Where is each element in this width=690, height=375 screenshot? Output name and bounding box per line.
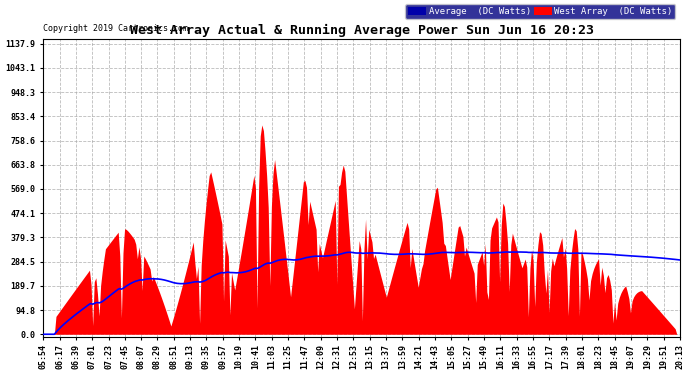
Title: West Array Actual & Running Average Power Sun Jun 16 20:23: West Array Actual & Running Average Powe… (130, 24, 593, 38)
Legend: Average  (DC Watts), West Array  (DC Watts): Average (DC Watts), West Array (DC Watts… (406, 4, 676, 19)
Text: Copyright 2019 Cartronics.com: Copyright 2019 Cartronics.com (43, 24, 188, 33)
